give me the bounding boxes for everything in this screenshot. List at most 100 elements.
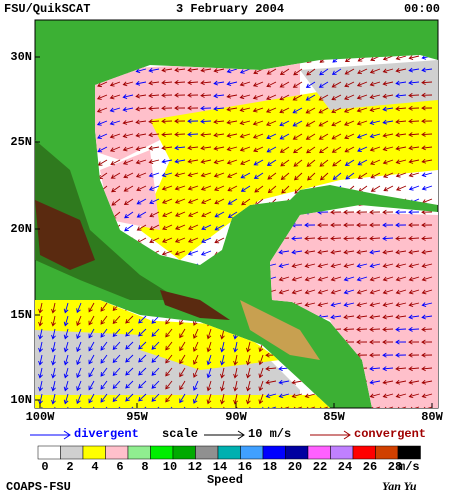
wind-arrow [293,159,303,167]
wind-arrow [122,133,134,139]
wind-arrow [38,380,43,392]
colorbar-swatch [262,445,286,460]
wind-arrow [206,380,212,392]
wind-arrow [408,352,420,358]
wind-arrow [214,211,225,218]
wind-arrow [266,68,277,75]
wind-arrow [278,263,290,269]
wind-arrow [174,158,186,164]
wind-arrow [266,146,277,153]
wind-arrow [122,107,134,112]
wind-arrow [192,341,199,352]
wind-arrow [421,67,433,73]
legend: divergent scale 10 m/s convergent [30,427,426,441]
wind-arrow [253,159,264,166]
wind-arrow [279,68,290,75]
wind-arrow [226,81,238,86]
wind-arrow [135,93,147,99]
wind-arrow [291,289,303,295]
wind-arrow [356,222,368,228]
wind-arrow [305,107,316,114]
wind-arrow [330,249,342,255]
wind-arrow [258,393,264,405]
wind-arrow [265,366,277,372]
wind-arrow [421,276,433,282]
wind-arrow [148,119,160,125]
wind-arrow [317,276,329,282]
wind-arrow [88,315,95,326]
wind-arrow [76,328,82,340]
wind-arrow [357,159,368,166]
wind-arrow [187,67,199,73]
wind-arrow [165,380,173,390]
wind-arrow [254,185,264,193]
wind-arrow [135,146,147,151]
wind-arrow [200,172,212,178]
wind-arrow [149,237,160,244]
wind-arrow [149,224,160,231]
wind-arrow [421,406,433,408]
wind-arrow [38,354,43,366]
wind-arrow [149,211,160,218]
wind-arrow [226,93,238,99]
wind-arrow [123,172,134,179]
longitude-label: 85W [323,410,345,424]
colorbar-swatch [307,445,331,460]
wind-arrow [187,105,199,111]
wind-arrow [278,249,290,255]
wind-arrow [280,172,290,181]
wind-arrow [63,315,69,327]
wind-arrow [307,172,316,181]
wind-arrow [148,185,160,191]
wind-arrow [304,263,316,269]
wind-arrow [240,159,251,166]
wind-arrow [161,237,173,243]
date: 3 February 2004 [176,2,284,16]
longitude-label: 100W [26,410,56,424]
wind-arrow [343,263,355,269]
wind-arrow [278,276,290,282]
wind-arrow [174,118,186,124]
wind-arrow [304,302,316,307]
colorbar-label: 12 [188,460,202,474]
wind-arrow [100,341,108,351]
wind-arrow [356,133,368,139]
wind-arrow [124,224,134,232]
wind-arrow [124,211,134,219]
wind-arrow [369,236,381,241]
wind-arrow [214,224,225,231]
colorbar-swatch [195,445,219,460]
wind-arrow [369,263,381,269]
wind-arrow [408,185,420,191]
wind-arrow [265,107,277,113]
terrain [35,140,320,360]
wind-arrow [239,81,251,87]
colorbar-swatch [60,445,84,460]
wind-arrow [382,236,394,241]
wind-arrow [369,249,381,255]
wind-arrow [306,68,316,76]
wind-arrow [258,367,264,379]
wind-arrow [279,146,290,153]
wind-arrow [192,354,199,365]
wind-arrow [421,326,433,332]
wind-arrow [370,172,381,179]
wind-arrow [187,80,199,85]
wind-arrow [331,81,342,88]
wind-arrow [38,315,43,327]
longitude-label: 95W [126,410,148,424]
wind-arrow [51,328,56,340]
wind-arrow [278,406,290,408]
wind-arrow [421,366,433,372]
wind-arrow [317,249,329,255]
wind-arrow [279,94,290,101]
wind-arrow [213,172,225,178]
wind-arrow [408,172,420,178]
wind-arrow [382,159,394,165]
wind-arrow [151,354,160,363]
wind-arrow [304,276,316,282]
wind-arrow [356,107,368,113]
wind-arrow [292,107,303,114]
wind-arrow [206,354,212,366]
wind-arrow [383,185,394,192]
